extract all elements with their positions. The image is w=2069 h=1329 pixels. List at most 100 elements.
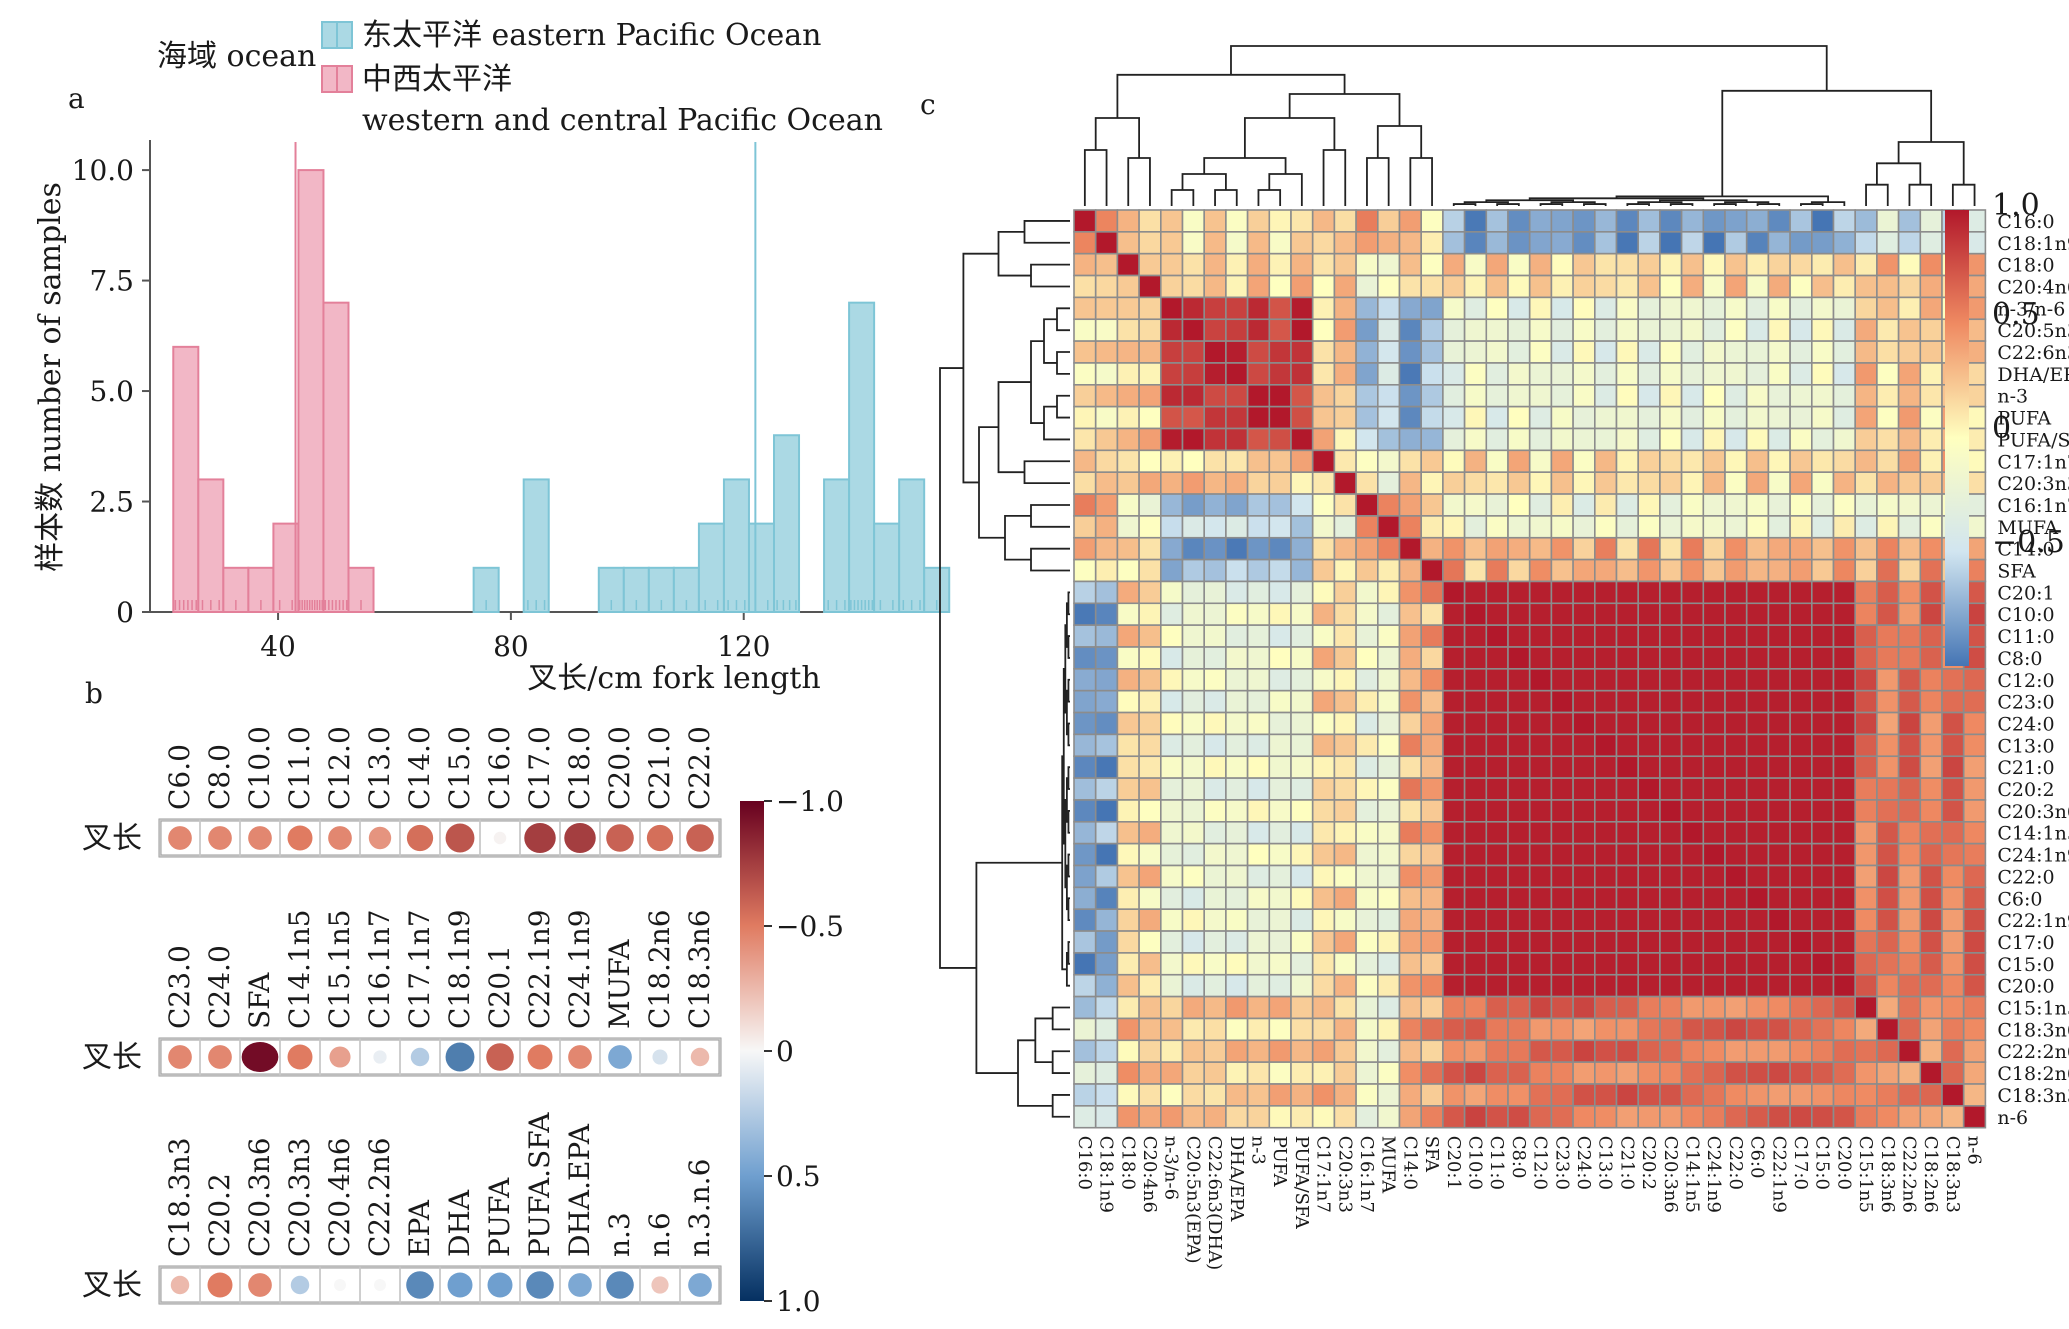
heatmap-cell bbox=[1073, 1017, 1097, 1042]
heatmap-cell bbox=[1094, 580, 1119, 605]
heatmap-cell bbox=[1745, 799, 1770, 823]
heatmap-cell bbox=[1160, 340, 1184, 364]
heatmap-cell bbox=[1594, 689, 1618, 714]
heatmap-cell bbox=[1311, 536, 1336, 561]
heatmap-cell bbox=[1094, 799, 1119, 823]
heatmap-cell bbox=[1528, 908, 1553, 932]
heatmap-cell bbox=[1659, 536, 1683, 561]
heatmap-cell bbox=[1420, 952, 1444, 976]
heatmap-cell bbox=[1181, 471, 1206, 495]
heatmap-cell bbox=[1615, 995, 1640, 1020]
heatmap-cell bbox=[1962, 755, 1987, 779]
heatmap-cell bbox=[1116, 1083, 1140, 1107]
heatmap-cell bbox=[1572, 689, 1596, 714]
heatmap-cell bbox=[1355, 995, 1379, 1020]
heatmap-cell bbox=[1181, 886, 1206, 910]
heatmap-cell bbox=[1550, 689, 1574, 714]
heatmap-cell bbox=[1854, 864, 1878, 889]
heatmap-cell bbox=[1854, 1105, 1878, 1129]
heatmap-cell bbox=[1919, 711, 1943, 736]
heatmap-cell bbox=[1767, 1039, 1791, 1063]
corr-dot bbox=[207, 1272, 233, 1298]
corr-dot bbox=[527, 1044, 553, 1070]
heatmap-cell bbox=[1442, 231, 1466, 255]
heatmap-cell bbox=[1572, 646, 1596, 670]
heatmap-cell bbox=[1507, 231, 1531, 255]
heatmap-cell bbox=[1550, 777, 1574, 801]
heatmap-cell bbox=[1073, 646, 1097, 670]
heatmap-cell bbox=[1876, 952, 1900, 976]
heatmap-cell bbox=[1637, 558, 1661, 583]
heatmap-cell bbox=[1919, 1083, 1943, 1107]
heatmap-cell bbox=[1550, 930, 1574, 954]
heatmap-cell bbox=[1724, 1039, 1748, 1063]
heatmap-cell bbox=[1138, 755, 1162, 779]
heatmap-cell bbox=[1290, 1017, 1314, 1042]
heatmap-cell bbox=[1311, 449, 1336, 474]
heatmap-cell bbox=[1594, 602, 1618, 626]
heatmap-cell bbox=[1507, 1083, 1531, 1107]
heatmap-cell bbox=[1181, 1105, 1206, 1129]
colorbar-c-tick-label: 0.5 bbox=[1992, 297, 2040, 332]
heatmap-cell bbox=[1398, 930, 1423, 954]
corr-dot bbox=[170, 1275, 190, 1295]
heatmap-cell bbox=[1594, 231, 1618, 255]
heatmap-cell bbox=[1116, 362, 1140, 386]
heatmap-cell bbox=[1811, 799, 1835, 823]
heatmap-cell bbox=[1680, 405, 1705, 430]
heatmap-cell bbox=[1442, 602, 1466, 626]
heatmap-cell bbox=[1463, 471, 1488, 495]
heatmap-cell bbox=[1073, 558, 1097, 583]
heatmap-cell bbox=[1333, 252, 1357, 277]
heatmap-cell bbox=[1507, 383, 1531, 408]
heatmap-cell bbox=[1897, 908, 1922, 932]
heatmap-cell bbox=[1680, 908, 1705, 932]
heatmap-cell bbox=[1637, 362, 1661, 386]
heatmap-cell bbox=[1420, 471, 1444, 495]
heatmap-cell bbox=[1485, 209, 1509, 233]
heatmap-cell bbox=[1094, 777, 1119, 801]
dendrogram-top-link bbox=[1409, 157, 1433, 206]
heatmap-cell bbox=[1659, 973, 1683, 998]
heatmap-cell bbox=[1268, 536, 1292, 561]
heatmap-cell bbox=[1854, 995, 1878, 1020]
colorbar-b-tick-label: 0 bbox=[776, 1035, 794, 1068]
heatmap-cell bbox=[1268, 1083, 1292, 1107]
heatmap-cell bbox=[1528, 668, 1553, 692]
heatmap-cell bbox=[1333, 1017, 1357, 1042]
heatmap-cell bbox=[1811, 755, 1835, 779]
row-label: C8:0 bbox=[1997, 648, 2042, 670]
heatmap-cell bbox=[1897, 733, 1922, 758]
heatmap-cell bbox=[1507, 886, 1531, 910]
heatmap-cell bbox=[1528, 799, 1553, 823]
dendrogram-left-link bbox=[1067, 591, 1070, 616]
heatmap-cell bbox=[1246, 515, 1271, 539]
heatmap-cell bbox=[1507, 995, 1531, 1020]
dendrogram-top-link bbox=[1452, 203, 1477, 206]
corr-dot bbox=[445, 1042, 475, 1072]
heatmap-cell bbox=[1876, 296, 1900, 321]
heatmap-cell bbox=[1094, 668, 1119, 692]
heatmap-cell bbox=[1333, 449, 1357, 474]
heatmap-cell bbox=[1442, 973, 1466, 998]
heatmap-cell bbox=[1246, 1039, 1271, 1063]
heatmap-cell bbox=[1355, 733, 1379, 758]
heatmap-cell bbox=[1789, 995, 1813, 1020]
panel-a-histogram: a 海域 ocean 东太平洋 eastern Pacific Ocean 中西… bbox=[33, 18, 951, 696]
corr-dot bbox=[208, 826, 232, 850]
heatmap-cell bbox=[1138, 252, 1162, 277]
heatmap-cell bbox=[1637, 668, 1661, 692]
heatmap-cell bbox=[1268, 340, 1292, 364]
heatmap-cell bbox=[1333, 493, 1357, 517]
heatmap-cell bbox=[1420, 383, 1444, 408]
heatmap-cell bbox=[1377, 1017, 1401, 1042]
col-label: C22:1n9 bbox=[1768, 1136, 1789, 1213]
heatmap-cell bbox=[1333, 624, 1357, 648]
heatmap-cell bbox=[1528, 362, 1553, 386]
row-label: 叉长 bbox=[82, 821, 142, 856]
heatmap-cell bbox=[1094, 405, 1119, 430]
col-label: C14.0 bbox=[403, 726, 436, 810]
heatmap-cell bbox=[1463, 733, 1488, 758]
heatmap-cell bbox=[1377, 1083, 1401, 1107]
heatmap-cell bbox=[1550, 1061, 1574, 1085]
